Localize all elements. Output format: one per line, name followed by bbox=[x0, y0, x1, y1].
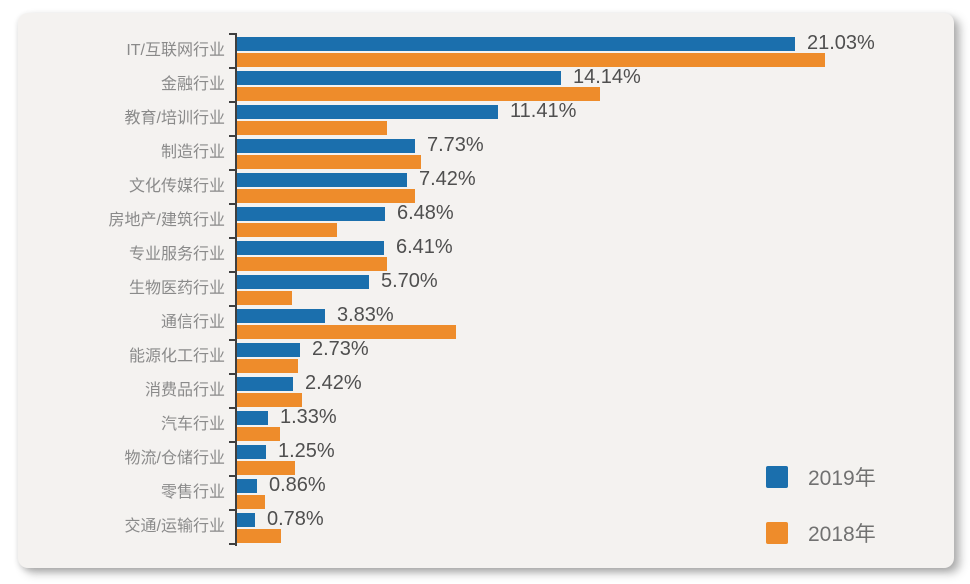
value-label: 3.83% bbox=[337, 304, 394, 326]
value-label: 14.14% bbox=[573, 66, 641, 88]
legend-item-2018: 2018年 bbox=[766, 522, 876, 546]
category-label: 教育/培训行业 bbox=[124, 110, 225, 127]
category-label: 文化传媒行业 bbox=[128, 178, 225, 195]
bar-2018 bbox=[237, 53, 825, 67]
value-label: 5.70% bbox=[381, 270, 438, 292]
value-label: 1.33% bbox=[280, 406, 337, 428]
bar-2018 bbox=[237, 121, 387, 135]
bar-2019 bbox=[237, 411, 268, 425]
bar-2019 bbox=[237, 275, 369, 289]
bar-2018 bbox=[237, 87, 600, 101]
bar-2019 bbox=[237, 37, 795, 51]
category-label: 交通/运输行业 bbox=[124, 518, 225, 535]
bar-2018 bbox=[237, 189, 415, 203]
axis-tick bbox=[229, 543, 237, 545]
value-label: 7.42% bbox=[419, 168, 476, 190]
axis-tick bbox=[229, 169, 237, 171]
bar-2019 bbox=[237, 445, 266, 459]
value-label: 7.73% bbox=[427, 134, 484, 156]
bar-2019 bbox=[237, 343, 300, 357]
value-label: 11.41% bbox=[510, 100, 577, 122]
bar-2019 bbox=[237, 377, 293, 391]
legend-label-2018: 2018年 bbox=[808, 523, 876, 546]
bar-2019 bbox=[237, 241, 384, 255]
value-label: 1.25% bbox=[278, 440, 335, 462]
bar-2019 bbox=[237, 105, 498, 119]
bar-2018 bbox=[237, 393, 302, 407]
bar-2019 bbox=[237, 513, 255, 527]
legend-item-2019: 2019年 bbox=[766, 466, 876, 490]
legend-swatch-2018-icon bbox=[766, 522, 788, 544]
bar-2019 bbox=[237, 207, 385, 221]
bar-2018 bbox=[237, 529, 281, 543]
axis-tick bbox=[229, 33, 237, 35]
bar-2018 bbox=[237, 257, 387, 271]
bar-2018 bbox=[237, 461, 295, 475]
axis-tick bbox=[229, 271, 237, 273]
bar-2019 bbox=[237, 309, 325, 323]
value-label: 6.48% bbox=[397, 202, 454, 224]
bar-chart: IT/互联网行业 21.03% 金融行业 14.14% 教育/培训行业 11.41% 制造行… bbox=[18, 13, 954, 568]
category-label: IT/互联网行业 bbox=[126, 42, 225, 59]
category-label: 物流/仓储行业 bbox=[124, 450, 225, 467]
category-label: 通信行业 bbox=[160, 314, 225, 331]
category-label: 房地产/建筑行业 bbox=[108, 212, 225, 229]
bar-2018 bbox=[237, 325, 456, 339]
axis-tick bbox=[229, 305, 237, 307]
category-label: 金融行业 bbox=[160, 76, 225, 93]
legend-swatch-2019-icon bbox=[766, 466, 788, 488]
axis-tick bbox=[229, 135, 237, 137]
bar-2018 bbox=[237, 495, 265, 509]
bar-2018 bbox=[237, 359, 298, 373]
bar-2019 bbox=[237, 479, 257, 493]
category-label: 制造行业 bbox=[160, 144, 225, 161]
legend-label-2019: 2019年 bbox=[808, 467, 876, 490]
chart-card: IT/互联网行业 21.03% 金融行业 14.14% 教育/培训行业 11.41% 制造行… bbox=[18, 13, 954, 568]
bar-2019 bbox=[237, 71, 561, 85]
bar-2018 bbox=[237, 291, 292, 305]
category-label: 能源化工行业 bbox=[128, 348, 225, 365]
axis-tick bbox=[229, 441, 237, 443]
value-label: 0.78% bbox=[267, 508, 324, 530]
axis-tick bbox=[229, 475, 237, 477]
y-axis-line bbox=[235, 34, 237, 546]
axis-tick bbox=[229, 67, 237, 69]
axis-tick bbox=[229, 407, 237, 409]
category-label: 生物医药行业 bbox=[128, 280, 225, 297]
category-label: 零售行业 bbox=[160, 484, 225, 501]
bar-2019 bbox=[237, 173, 407, 187]
bar-2018 bbox=[237, 155, 421, 169]
category-label: 专业服务行业 bbox=[128, 246, 225, 263]
axis-tick bbox=[229, 509, 237, 511]
value-label: 21.03% bbox=[807, 32, 875, 54]
bar-2018 bbox=[237, 223, 337, 237]
value-label: 2.73% bbox=[312, 338, 369, 360]
axis-tick bbox=[229, 339, 237, 341]
axis-tick bbox=[229, 237, 237, 239]
category-label: 消费品行业 bbox=[144, 382, 225, 399]
value-label: 6.41% bbox=[396, 236, 453, 258]
value-label: 2.42% bbox=[305, 372, 362, 394]
bar-2018 bbox=[237, 427, 280, 441]
axis-tick bbox=[229, 203, 237, 205]
category-label: 汽车行业 bbox=[160, 416, 225, 433]
axis-tick bbox=[229, 373, 237, 375]
bar-2019 bbox=[237, 139, 415, 153]
value-label: 0.86% bbox=[269, 474, 326, 496]
axis-tick bbox=[229, 101, 237, 103]
